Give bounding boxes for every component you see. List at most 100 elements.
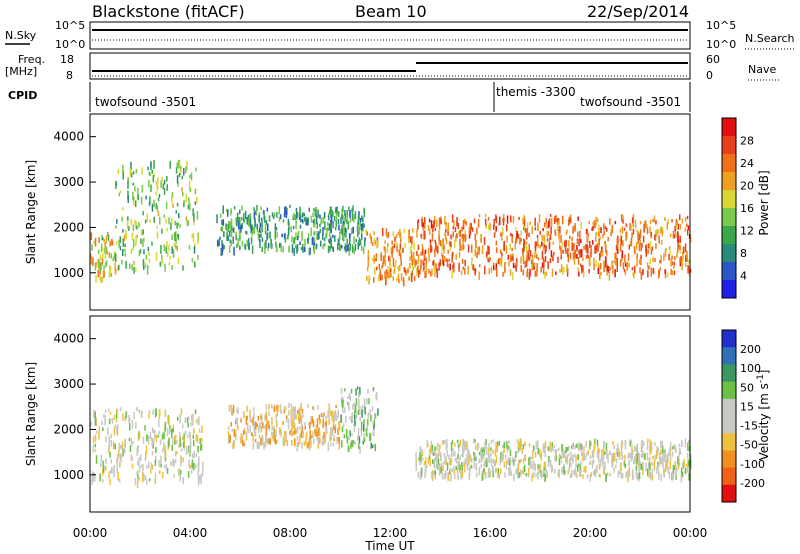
echo-cell — [678, 460, 680, 464]
echo-cell — [474, 233, 476, 241]
echo-cell — [241, 222, 243, 230]
echo-cell — [352, 226, 354, 234]
echo-cell — [250, 236, 253, 245]
echo-cell — [341, 214, 343, 219]
echo-cell — [241, 205, 243, 211]
echo-cell — [681, 259, 684, 265]
echo-cell — [322, 415, 324, 421]
echo-cell — [534, 227, 537, 231]
echo-cell — [194, 261, 196, 268]
echo-cell — [191, 453, 194, 458]
echo-cell — [101, 243, 103, 252]
echo-cell — [405, 269, 407, 276]
echo-cell — [356, 435, 359, 441]
echo-cell — [381, 265, 383, 269]
echo-cell — [653, 215, 656, 223]
echo-cell — [102, 465, 105, 473]
colorbar-segment — [722, 450, 736, 469]
echo-cell — [135, 168, 138, 174]
echo-cell — [517, 472, 519, 479]
echo-cell — [284, 207, 286, 215]
echo-cell — [534, 463, 536, 471]
echo-cell — [629, 440, 632, 447]
echo-cell — [197, 232, 199, 241]
echo-cell — [181, 436, 184, 441]
velocity-colorbar-label-main: Velocity [m s — [757, 383, 771, 460]
echo-cell — [667, 219, 669, 225]
echo-cell — [115, 180, 117, 189]
echo-cell — [299, 206, 301, 212]
echo-cell — [160, 245, 162, 254]
echo-cell — [296, 435, 299, 441]
echo-cell — [642, 468, 644, 475]
echo-cell — [295, 220, 298, 224]
echo-cell — [606, 450, 608, 459]
echo-cell — [359, 417, 361, 421]
echo-cell — [234, 419, 237, 425]
echo-cell — [570, 470, 573, 478]
echo-cell — [159, 470, 161, 474]
echo-cell — [480, 464, 482, 469]
echo-cell — [136, 406, 138, 411]
echo-cell — [128, 226, 130, 231]
echo-cell — [444, 440, 446, 444]
echo-cell — [131, 457, 133, 461]
echo-cell — [272, 215, 275, 220]
echo-cell — [495, 263, 497, 271]
echo-cell — [488, 256, 490, 263]
echo-cell — [268, 403, 270, 410]
echo-cell — [408, 276, 410, 281]
echo-cell — [189, 202, 191, 211]
echo-cell — [249, 214, 252, 218]
echo-cell — [179, 224, 181, 228]
echo-cell — [108, 408, 110, 412]
echo-cell — [354, 421, 356, 427]
echo-cell — [534, 263, 536, 268]
x-axis-label: Time UT — [364, 539, 415, 553]
echo-cell — [433, 265, 436, 273]
echo-cell — [482, 470, 484, 476]
echo-cell — [116, 429, 119, 436]
echo-cell — [363, 207, 365, 214]
echo-cell — [409, 262, 411, 269]
echo-cell — [579, 443, 581, 452]
echo-cell — [368, 279, 370, 285]
echo-cell — [443, 453, 446, 458]
colorbar-tick-label: 28 — [740, 135, 754, 148]
echo-cell — [108, 436, 111, 443]
echo-cell — [138, 431, 141, 438]
echo-cell — [571, 242, 573, 251]
echo-cell — [620, 238, 623, 246]
echo-cell — [422, 247, 424, 256]
echo-cell — [466, 466, 469, 471]
y-tick-label: 2000 — [53, 422, 84, 436]
echo-cell — [657, 447, 659, 453]
echo-cell — [563, 240, 566, 248]
echo-cell — [634, 445, 636, 452]
echo-cell — [516, 468, 518, 475]
echo-cell — [547, 231, 550, 236]
echo-cell — [497, 258, 500, 265]
echo-cell — [251, 224, 253, 231]
echo-cell — [503, 448, 505, 454]
echo-cell — [371, 242, 374, 246]
echo-cell — [295, 207, 298, 212]
echo-cell — [147, 166, 149, 171]
echo-cell — [339, 244, 341, 251]
echo-cell — [197, 470, 199, 476]
echo-cell — [461, 226, 463, 232]
echo-cell — [513, 474, 515, 482]
echo-cell — [471, 245, 473, 253]
echo-cell — [671, 470, 674, 479]
echo-cell — [434, 471, 436, 480]
echo-cell — [599, 459, 602, 467]
echo-cell — [441, 242, 443, 251]
echo-cell — [540, 451, 543, 461]
echo-cell — [308, 247, 311, 256]
echo-cell — [470, 223, 472, 230]
echo-cell — [588, 256, 591, 266]
echo-cell — [148, 258, 151, 263]
echo-cell — [663, 473, 665, 478]
echo-cell — [182, 265, 184, 271]
echo-cell — [578, 442, 581, 448]
